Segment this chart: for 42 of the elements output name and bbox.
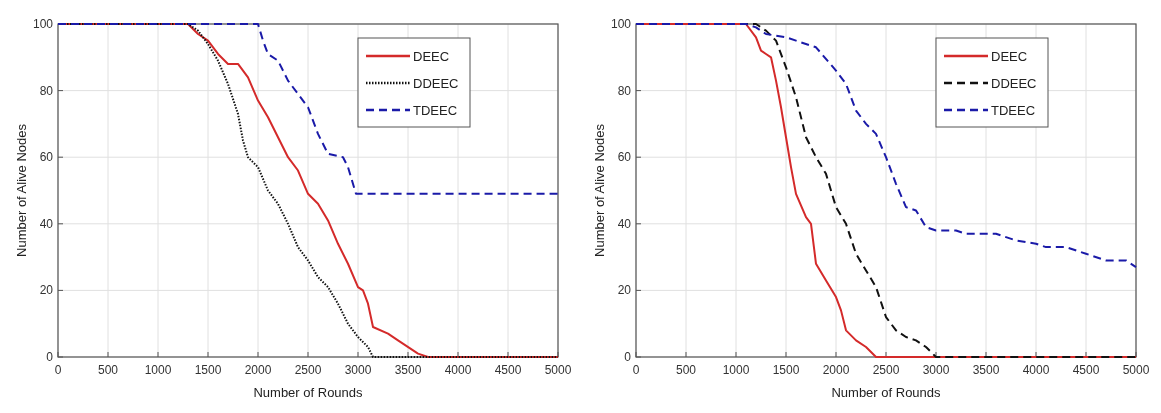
x-tick-label: 1500 (194, 363, 222, 377)
legend-label: DEEC (413, 49, 450, 64)
x-tick-label: 2000 (244, 363, 272, 377)
y-tick-label: 0 (46, 350, 54, 364)
y-tick-label: 20 (617, 283, 632, 298)
legend-label: DDEEC (991, 76, 1037, 91)
y-tick-label: 20 (39, 283, 54, 298)
y-tick-label: 80 (617, 83, 632, 98)
y-tick-label: 60 (39, 150, 54, 165)
y-tick-label: 40 (617, 216, 632, 231)
x-tick-label: 5000 (544, 363, 572, 377)
x-tick-label: 500 (675, 363, 697, 377)
x-tick-label: 4000 (444, 363, 472, 377)
x-tick-label: 3500 (972, 363, 1000, 377)
x-axis-title: Number of Rounds (253, 385, 364, 400)
x-tick-label: 2500 (294, 363, 322, 377)
legend-label: DEEC (991, 49, 1028, 64)
y-tick-label: 100 (610, 17, 632, 31)
y-axis-title: Number of Alive Nodes (592, 123, 607, 257)
x-tick-label: 1000 (144, 363, 172, 377)
legend-label: TDEEC (991, 103, 1036, 118)
y-tick-label: 40 (39, 216, 54, 231)
x-tick-label: 1500 (772, 363, 800, 377)
x-tick-label: 4500 (494, 363, 522, 377)
x-tick-label: 3500 (394, 363, 422, 377)
x-tick-label: 3000 (922, 363, 950, 377)
x-tick-label: 4500 (1072, 363, 1100, 377)
x-tick-label: 2000 (822, 363, 850, 377)
y-tick-label: 80 (39, 83, 54, 98)
x-tick-label: 1000 (722, 363, 750, 377)
legend-label: TDEEC (413, 103, 458, 118)
y-axis-title: Number of Alive Nodes (14, 123, 29, 257)
legend-label: DDEEC (413, 76, 459, 91)
x-tick-label: 500 (97, 363, 119, 377)
x-tick-label: 5000 (1122, 363, 1150, 377)
x-tick-label: 3000 (344, 363, 372, 377)
y-tick-label: 0 (624, 350, 632, 364)
y-tick-label: 100 (32, 17, 54, 31)
x-tick-label: 2500 (872, 363, 900, 377)
x-axis-title: Number of Rounds (831, 385, 942, 400)
x-tick-label: 4000 (1022, 363, 1050, 377)
y-tick-label: 60 (617, 150, 632, 165)
